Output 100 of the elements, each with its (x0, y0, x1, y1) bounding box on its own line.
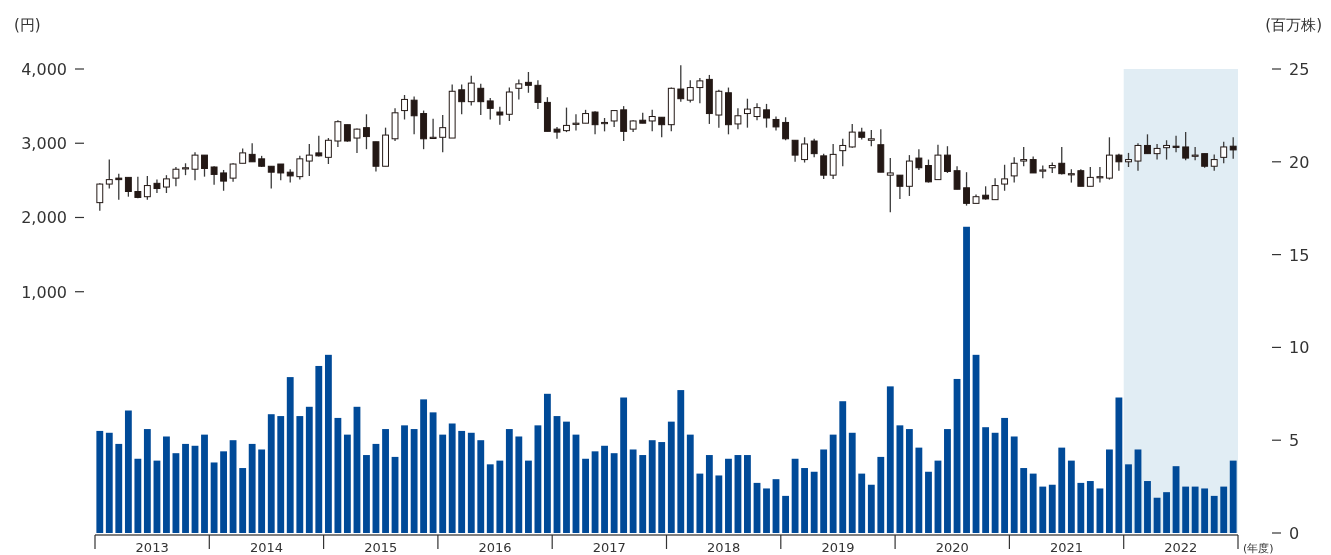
candlestick (172, 166, 180, 187)
candlestick (791, 139, 799, 163)
candlestick (334, 119, 342, 148)
bar (343, 434, 351, 533)
bar (486, 464, 494, 533)
candlestick (810, 138, 818, 158)
bar (925, 471, 932, 533)
bar (267, 414, 275, 533)
candlestick (124, 176, 132, 198)
candlestick (820, 152, 828, 180)
bar (982, 427, 990, 533)
bar (96, 430, 104, 533)
candlestick (1229, 136, 1237, 160)
bar (715, 475, 723, 533)
candlestick (105, 158, 113, 190)
bar (115, 443, 123, 533)
bar (1067, 460, 1075, 533)
candlestick (486, 97, 494, 121)
candlestick (467, 75, 475, 107)
bar (1201, 488, 1209, 533)
bar (105, 432, 113, 533)
candlestick (1134, 142, 1142, 172)
bar (525, 460, 532, 533)
bar (543, 393, 551, 533)
bar (1163, 492, 1170, 533)
candlestick (696, 77, 704, 104)
y-tick-label: 2,000 (21, 208, 67, 228)
y2-tick-label: 0 (1289, 524, 1300, 543)
candlestick (620, 105, 628, 142)
bar (639, 455, 647, 533)
bar (744, 455, 751, 533)
bar (896, 425, 904, 533)
candlestick (496, 106, 504, 126)
bar (705, 455, 713, 533)
candlestick (296, 155, 304, 181)
candlestick (229, 162, 237, 183)
candlestick (563, 106, 570, 133)
candlestick (839, 138, 847, 167)
bar (182, 443, 189, 533)
bar (1058, 447, 1066, 533)
bar (439, 434, 447, 533)
bar (429, 412, 437, 533)
y2-tick-label: 20 (1289, 152, 1310, 172)
candlestick (96, 182, 104, 212)
y2-tick-label: 5 (1289, 431, 1300, 451)
candlestick (1010, 156, 1018, 184)
candlestick (734, 107, 742, 130)
bar (305, 406, 313, 533)
bar (658, 442, 666, 533)
candlestick (1220, 141, 1228, 164)
bar (220, 451, 227, 533)
candlestick (143, 175, 151, 201)
candlestick (315, 135, 323, 158)
candlestick (1096, 166, 1104, 184)
bar (1029, 473, 1037, 533)
candlestick (429, 118, 437, 139)
y-axis-title: (円) (14, 16, 41, 34)
candlestick (248, 142, 256, 163)
bar (258, 449, 266, 533)
bar (877, 456, 885, 533)
bar (201, 434, 208, 533)
bar (686, 434, 694, 533)
bar (563, 421, 570, 533)
bar (315, 365, 323, 533)
candlestick (191, 151, 199, 182)
candlestick (1163, 139, 1170, 161)
bar (1039, 486, 1047, 533)
bar (858, 473, 866, 533)
candlestick (458, 83, 466, 115)
bar (667, 421, 675, 533)
bar (410, 429, 418, 533)
bar (1010, 436, 1018, 533)
bar (210, 462, 218, 533)
bar (963, 226, 970, 533)
bar (1077, 482, 1085, 533)
bar (867, 484, 875, 533)
bar (829, 434, 837, 533)
bar (467, 432, 475, 533)
bar (1210, 495, 1218, 533)
candlestick (743, 98, 751, 129)
candlestick (686, 79, 694, 104)
bar (848, 432, 856, 533)
candlestick (210, 165, 218, 186)
x-tick-label: 2015 (364, 540, 398, 555)
candlestick (572, 113, 580, 132)
y2-tick-label: 15 (1289, 245, 1310, 265)
candlestick (1058, 146, 1066, 176)
bar (496, 460, 504, 533)
candlestick (915, 148, 923, 171)
bar (458, 430, 466, 533)
bar (915, 447, 923, 533)
y-tick-label: 3,000 (21, 134, 67, 154)
candlestick (648, 109, 656, 133)
candlestick (410, 95, 418, 135)
bar (839, 401, 847, 533)
candlestick (677, 64, 685, 103)
bar (648, 440, 656, 533)
candlestick (115, 173, 123, 201)
bar (363, 455, 370, 533)
candlestick (991, 177, 999, 201)
